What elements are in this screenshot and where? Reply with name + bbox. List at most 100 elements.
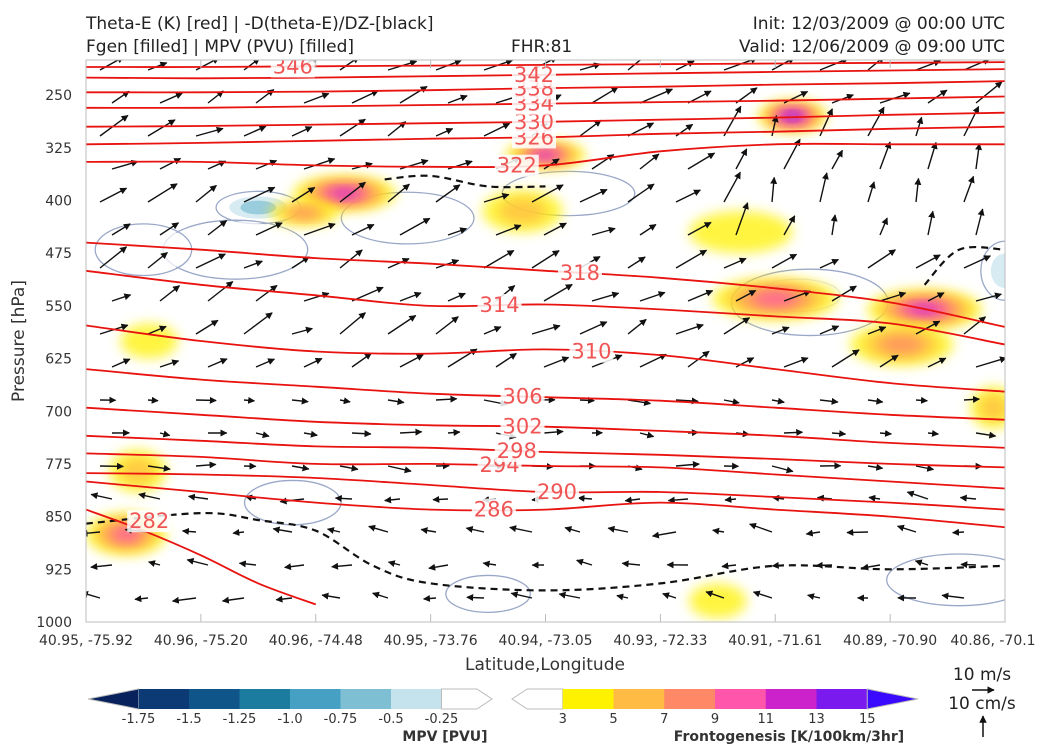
wind-vector — [334, 494, 353, 502]
mpv-fill — [990, 253, 1005, 289]
wind-vector — [639, 153, 660, 170]
wind-vector — [339, 118, 366, 137]
x-tick-label: 40.89, -70.90 — [843, 633, 937, 649]
wind-vector — [272, 526, 293, 534]
wind-vector — [255, 159, 278, 170]
theta-e-contours: 282 2862902942983023063103143183223263303… — [86, 60, 1005, 606]
wind-vector — [195, 319, 219, 335]
wind-vector — [975, 208, 985, 236]
theta-e-label: 318 — [560, 261, 600, 285]
wind-vector — [831, 349, 860, 368]
wind-vector — [723, 398, 740, 406]
wind-vector — [384, 496, 401, 504]
wind-vector — [134, 595, 149, 603]
wind-vector — [830, 214, 838, 236]
wind-vector — [291, 464, 310, 472]
wind-vector — [326, 527, 341, 534]
wind-vector — [147, 119, 176, 137]
wind-vector — [783, 428, 804, 436]
wind-vector — [351, 223, 375, 236]
mpv-colorbar-end — [441, 688, 493, 710]
wind-vector — [627, 399, 652, 406]
wind-vector — [255, 431, 270, 439]
wind-vector — [752, 590, 773, 599]
wind-vector — [831, 430, 847, 438]
wind-vector — [735, 357, 755, 368]
wind-vector — [399, 354, 424, 368]
wind-vector — [147, 464, 171, 472]
wind-vector — [387, 258, 410, 269]
wind-vector — [723, 105, 742, 137]
wind-vector — [867, 106, 885, 137]
fgen-colorbar-label: 13 — [808, 712, 825, 727]
mpv-contour-outline — [445, 574, 531, 613]
wind-vector — [339, 60, 360, 71]
wind-vectors — [86, 60, 1005, 604]
x-axis-ticks: 40.95, -75.92 40.96, -75.20 40.96, -74.48 4… — [39, 60, 1036, 649]
wind-vector — [927, 141, 938, 170]
wind-vector — [591, 291, 620, 302]
wind-vector — [915, 254, 941, 269]
theta-e-label: 314 — [480, 293, 520, 317]
mpv-colorbar-segment — [189, 689, 240, 709]
wind-vector — [243, 312, 273, 335]
wind-vector — [195, 184, 217, 203]
wind-vector — [243, 125, 267, 137]
wind-vector — [723, 317, 751, 335]
stability-contours — [86, 174, 1005, 592]
y-tick-label: 550 — [45, 299, 72, 315]
y-tick-label: 400 — [45, 194, 72, 210]
wind-vector — [339, 312, 366, 335]
wind-vector — [207, 358, 228, 368]
wind-vector — [543, 158, 560, 170]
wind-vector — [867, 326, 887, 335]
wind-vector — [435, 395, 458, 403]
fgen-fill — [289, 207, 320, 219]
wind-vector — [195, 396, 217, 404]
wind-vector — [543, 283, 573, 302]
x-tick-label: 40.86, -70.1 — [950, 633, 1035, 649]
wind-vector — [435, 127, 454, 137]
wind-vector — [771, 326, 790, 335]
wind-vector — [147, 325, 167, 335]
wind-vector — [171, 596, 197, 604]
stability-dashed-contour — [86, 511, 1005, 592]
theta-e-contour — [86, 269, 1005, 346]
wind-vector — [86, 529, 101, 537]
wind-vector — [914, 177, 922, 203]
wind-vector — [303, 157, 336, 170]
wind-vector — [941, 592, 965, 600]
wind-vector — [624, 496, 641, 504]
wind-vector — [712, 527, 725, 535]
x-tick-label: 40.96, -75.20 — [154, 633, 248, 649]
wind-vector — [111, 159, 139, 170]
y-tick-label: 925 — [45, 562, 72, 578]
wind-vector — [99, 187, 128, 203]
wind-vector — [831, 285, 857, 302]
wind-vector — [111, 90, 130, 104]
mpv-contour-outline — [886, 553, 1005, 607]
wind-vector — [558, 591, 581, 599]
wind-vector — [303, 222, 336, 236]
wind-vector — [896, 524, 917, 533]
wind-vector — [321, 592, 341, 600]
stability-dashed-contour — [923, 246, 1005, 286]
theta-e-contour — [86, 480, 1005, 529]
wind-vector — [771, 253, 798, 269]
wind-vector — [639, 431, 655, 439]
wind-vector — [975, 292, 1002, 302]
wind-vector — [148, 560, 161, 567]
fgen-colorbar-title: Frontogenesis [K/100km/3hr] — [674, 729, 904, 745]
fgen-colorbar-segment — [562, 689, 614, 709]
theta-e-label-bg — [477, 294, 522, 317]
wind-vector — [591, 86, 619, 104]
fgen-colorbar-label: 11 — [757, 712, 774, 727]
x-tick-label: 40.95, -75.92 — [39, 633, 133, 649]
wind-vector — [243, 186, 276, 203]
wind-vector — [111, 223, 131, 236]
wind-vector — [435, 316, 459, 335]
wind-vector — [447, 94, 468, 104]
wind-vector — [186, 557, 209, 566]
wind-vector — [351, 90, 379, 104]
wind-vector — [879, 141, 892, 170]
